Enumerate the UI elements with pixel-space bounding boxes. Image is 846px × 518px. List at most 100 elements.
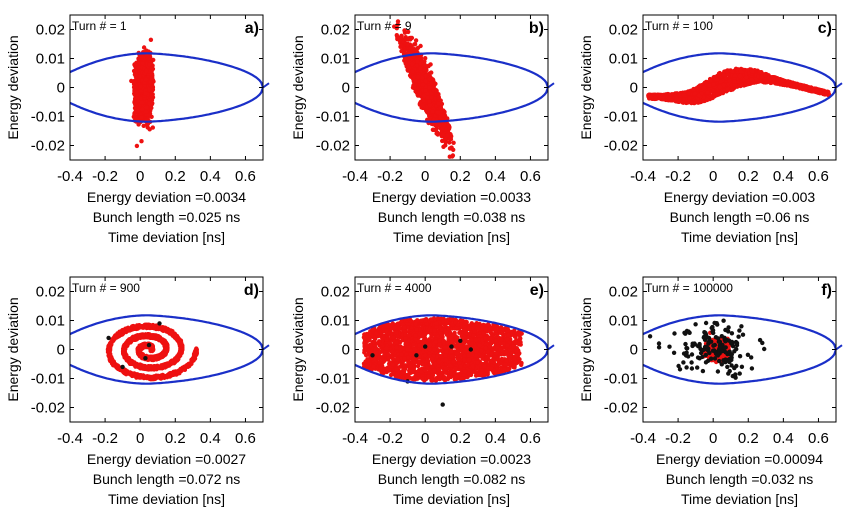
- y-tick-label: 0.01: [321, 51, 350, 68]
- particle-point: [455, 163, 459, 167]
- particle-point: [139, 139, 144, 144]
- particle-point: [427, 85, 432, 90]
- particle-point: [140, 61, 145, 66]
- particle-point: [141, 123, 146, 128]
- particle-point: [135, 95, 140, 101]
- particle-point: [412, 42, 418, 47]
- x-tick-label: 0.6: [520, 168, 541, 185]
- particle-point: [149, 105, 154, 111]
- particle-point: [138, 84, 143, 90]
- particle-point: [430, 121, 435, 127]
- particle-point: [437, 123, 442, 128]
- y-axis-label: Energy deviation: [290, 35, 306, 139]
- bunch-length-value: Bunch length =0.025 ns: [93, 209, 241, 225]
- particle-point: [148, 37, 154, 42]
- particle-point: [440, 126, 445, 131]
- particle-point: [451, 140, 456, 145]
- x-tick-label: 0.2: [450, 168, 471, 185]
- particle-point: [441, 144, 446, 149]
- particle-point: [434, 131, 439, 136]
- particle-point: [144, 68, 149, 74]
- particle-point: [424, 109, 430, 115]
- y-tick-label: -0.01: [31, 109, 65, 126]
- separatrix-tail: [547, 82, 555, 89]
- y-tick-label: -0.01: [316, 109, 350, 126]
- particle-point: [414, 63, 419, 69]
- x-axis-label: Time deviation [ns]: [393, 229, 510, 245]
- particle-point: [139, 115, 144, 120]
- particle-point: [440, 132, 446, 137]
- panel-label: b): [529, 20, 544, 37]
- particle-point: [430, 109, 435, 114]
- particle-point: [134, 143, 140, 149]
- particle-point: [139, 100, 145, 105]
- particle-point: [133, 68, 138, 74]
- particle-point: [440, 138, 445, 144]
- y-tick-label: -0.02: [316, 138, 350, 155]
- particle-point: [395, 19, 401, 24]
- y-tick-label: 0: [342, 80, 350, 97]
- particle-point: [136, 122, 141, 127]
- particle-point: [445, 132, 450, 138]
- x-tick-label: 0.2: [165, 168, 186, 185]
- particle-point: [406, 37, 411, 42]
- particle-distribution: [646, 66, 832, 106]
- particle-point: [139, 107, 145, 112]
- particle-point: [429, 70, 434, 75]
- particle-point: [408, 46, 413, 51]
- particle-point: [139, 96, 144, 101]
- particle-point: [429, 95, 434, 100]
- energy-deviation-value: Energy deviation =0.0033: [372, 189, 531, 205]
- particle-point: [430, 127, 436, 132]
- particle-point: [434, 88, 439, 93]
- separatrix-lower: [355, 87, 548, 123]
- particle-point: [134, 115, 139, 121]
- x-tick-label: -0.4: [57, 168, 83, 185]
- particle-point: [132, 72, 138, 77]
- particle-point: [415, 74, 421, 80]
- particle-point: [399, 43, 404, 49]
- particle-point: [144, 105, 149, 110]
- particle-distribution: [129, 37, 156, 149]
- particle-point: [132, 105, 138, 111]
- x-tick-label: 0.6: [235, 168, 256, 185]
- particle-point: [420, 103, 425, 108]
- bunch-length-value: Bunch length =0.038 ns: [378, 209, 526, 225]
- particle-point: [147, 61, 152, 67]
- y-tick-label: -0.02: [31, 138, 65, 155]
- particle-point: [423, 88, 428, 94]
- particle-point: [447, 136, 453, 142]
- energy-deviation-value: Energy deviation =0.0034: [87, 189, 246, 205]
- particle-point: [423, 56, 428, 61]
- particle-point: [135, 108, 141, 114]
- particle-point: [132, 80, 137, 86]
- particle-point: [411, 83, 417, 88]
- chart-panel: -0.4 -0.2 0 0.2 0.4 0.60.020.010-0.01-0.02Ene…: [5, 14, 270, 245]
- particle-point: [420, 75, 425, 81]
- x-tick-label: -0.4: [342, 168, 368, 185]
- particle-point: [147, 87, 152, 93]
- y-tick-label: 0.01: [36, 51, 65, 68]
- particle-point: [411, 75, 416, 80]
- x-axis-label: Time deviation [ns]: [108, 229, 225, 245]
- particle-point: [443, 139, 448, 144]
- separatrix-tail: [262, 82, 270, 89]
- particle-point: [147, 101, 153, 106]
- particle-point: [399, 48, 404, 54]
- particle-point: [435, 110, 441, 115]
- particle-point: [403, 61, 409, 66]
- particle-point: [440, 113, 445, 118]
- particle-point: [131, 85, 137, 90]
- particle-point: [143, 91, 148, 97]
- turn-counter: Turn # = 9: [357, 19, 412, 33]
- separatrix-upper: [355, 52, 548, 88]
- particle-point: [436, 101, 441, 106]
- particle-point: [143, 77, 148, 83]
- particle-point: [141, 45, 147, 50]
- x-tick-label: 0.4: [485, 168, 506, 185]
- particle-point: [447, 146, 453, 151]
- particle-point: [134, 90, 139, 95]
- particle-point: [402, 30, 408, 35]
- particle-distribution: [392, 19, 459, 167]
